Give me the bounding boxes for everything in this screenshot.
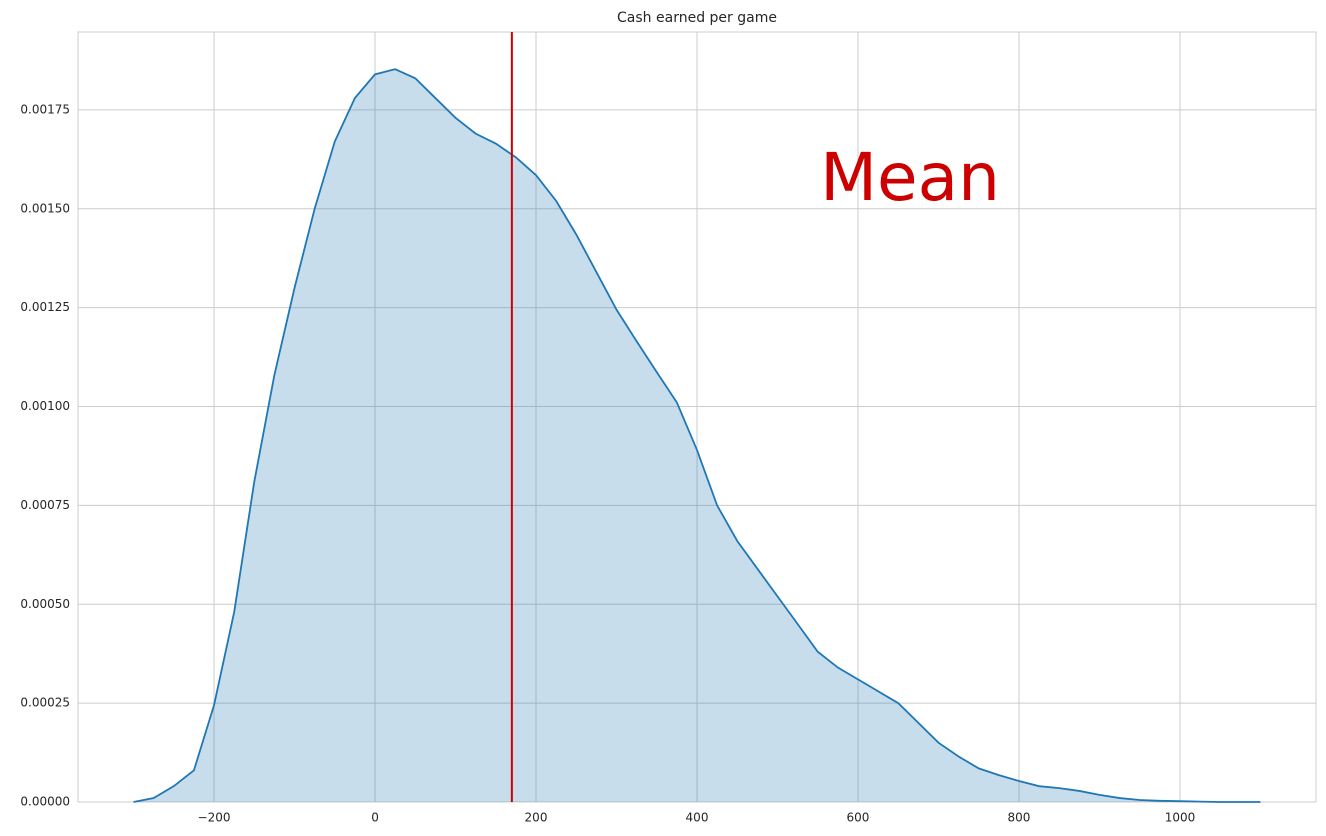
- density-line: [133, 68, 1261, 803]
- density-area: [133, 69, 1261, 803]
- y-tick-label: 0.00125: [20, 300, 70, 314]
- y-tick-label: 0.00025: [20, 696, 70, 710]
- x-tick-label: 1000: [1165, 811, 1196, 825]
- x-tick-label: 400: [686, 811, 709, 825]
- x-tick-label: 800: [1008, 811, 1031, 825]
- x-tick-label: 600: [847, 811, 870, 825]
- x-tick-label: 200: [525, 811, 548, 825]
- x-tick-label: −200: [198, 811, 231, 825]
- y-tick-label: 0.00100: [20, 399, 70, 413]
- y-tick-label: 0.00000: [20, 795, 70, 809]
- y-tick-label: 0.00175: [20, 102, 70, 116]
- plot-frame: [77, 31, 1317, 803]
- y-tick-label: 0.00150: [20, 201, 70, 215]
- y-tick-label: 0.00075: [20, 498, 70, 512]
- y-tick-label: 0.00050: [20, 597, 70, 611]
- annotation: Mean: [820, 139, 1000, 216]
- chart-title: Cash earned per game: [617, 10, 777, 26]
- x-tick-label: 0: [371, 811, 379, 825]
